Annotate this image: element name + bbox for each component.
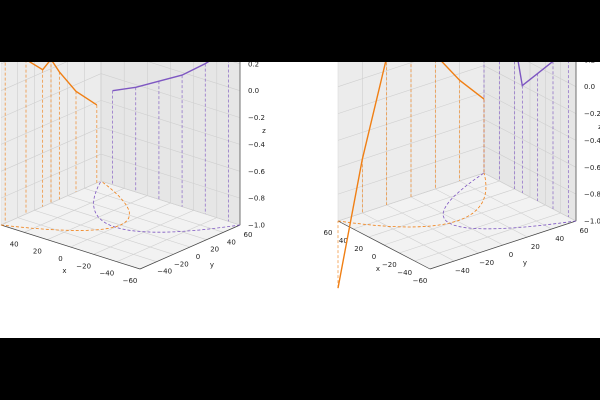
shadow-curve [93, 180, 241, 233]
grid-z [0, 73, 241, 118]
z-tick-label: −0.6 [584, 164, 600, 172]
x-axis-label: x [376, 265, 380, 273]
figure-canvas: −60−40−200204060−40−200204060−1.0−0.8−0.… [0, 62, 600, 338]
z-tick-label: −0.6 [248, 168, 266, 176]
y-axis-label: y [210, 261, 214, 269]
x-tick-label: −20 [382, 261, 397, 269]
y-axis-label: y [523, 259, 527, 267]
y-tick-label: −20 [479, 259, 494, 267]
series-line [112, 62, 210, 92]
chart-panel-1: −60−40−200204060−40−200204060−1.0−0.8−0.… [0, 62, 266, 285]
z-tick-label: −0.8 [248, 195, 265, 203]
series-orange [337, 62, 487, 289]
z-axis-label: z [598, 123, 600, 131]
y-tick-label: 60 [580, 227, 589, 235]
z-tick-label: −1.0 [584, 218, 600, 226]
figure-svg: −60−40−200204060−40−200204060−1.0−0.8−0.… [0, 62, 600, 289]
y-axis-line [139, 224, 241, 270]
series-purple [93, 62, 241, 233]
x-axis-label: x [62, 267, 66, 275]
x-tick-label: 60 [324, 229, 333, 237]
z-tick-label: 0.0 [248, 87, 259, 95]
y-tick-label: −20 [174, 260, 189, 268]
z-tick-label: −0.2 [584, 110, 600, 118]
y-tick-label: 40 [555, 235, 564, 243]
chart-panel-2: −60−40−200204060−40−200204060−1.0−0.8−0.… [324, 62, 600, 289]
x-tick-label: 40 [339, 237, 348, 245]
x-tick-label: −60 [413, 277, 428, 285]
y-tick-label: 20 [210, 246, 219, 254]
y-tick-label: 0 [509, 251, 513, 259]
x-tick-label: 0 [372, 253, 376, 261]
grid-z [337, 62, 577, 87]
series-line [337, 62, 485, 289]
y-tick-label: 0 [196, 253, 200, 261]
y-tick-label: −40 [157, 268, 172, 276]
shadow-curve [0, 180, 130, 231]
x-tick-label: −60 [123, 277, 138, 285]
z-tick-label: −0.8 [584, 191, 600, 199]
x-tick-label: 20 [354, 245, 363, 253]
y-axis-line [429, 220, 577, 270]
z-tick-label: −0.4 [584, 137, 600, 145]
grid-z [0, 100, 241, 145]
x-tick-label: 20 [33, 248, 42, 256]
x-axis-line [337, 220, 431, 270]
y-tick-label: 40 [227, 238, 236, 246]
z-tick-label: −0.4 [248, 141, 266, 149]
z-tick-label: 0.2 [584, 62, 595, 64]
z-tick-label: −1.0 [248, 222, 265, 230]
x-axis-line [0, 224, 141, 270]
y-tick-label: 20 [531, 243, 540, 251]
y-tick-label: 60 [244, 231, 253, 239]
grid-z [0, 62, 241, 91]
series-orange [0, 62, 130, 231]
z-tick-label: 0.2 [248, 62, 259, 68]
x-tick-label: −20 [76, 262, 91, 270]
series-line [517, 62, 554, 87]
z-tick-label: 0.0 [584, 83, 595, 91]
series-line [28, 62, 98, 106]
z-tick-label: −0.2 [248, 114, 265, 122]
grid-z [0, 126, 241, 172]
grid-z [0, 153, 241, 199]
z-axis-label: z [262, 127, 266, 135]
x-tick-label: 40 [10, 240, 19, 248]
x-tick-label: 0 [58, 255, 62, 263]
x-tick-label: −40 [99, 270, 114, 278]
shadow-curve [337, 172, 487, 228]
x-tick-label: −40 [397, 269, 412, 277]
y-tick-label: −40 [455, 267, 470, 275]
